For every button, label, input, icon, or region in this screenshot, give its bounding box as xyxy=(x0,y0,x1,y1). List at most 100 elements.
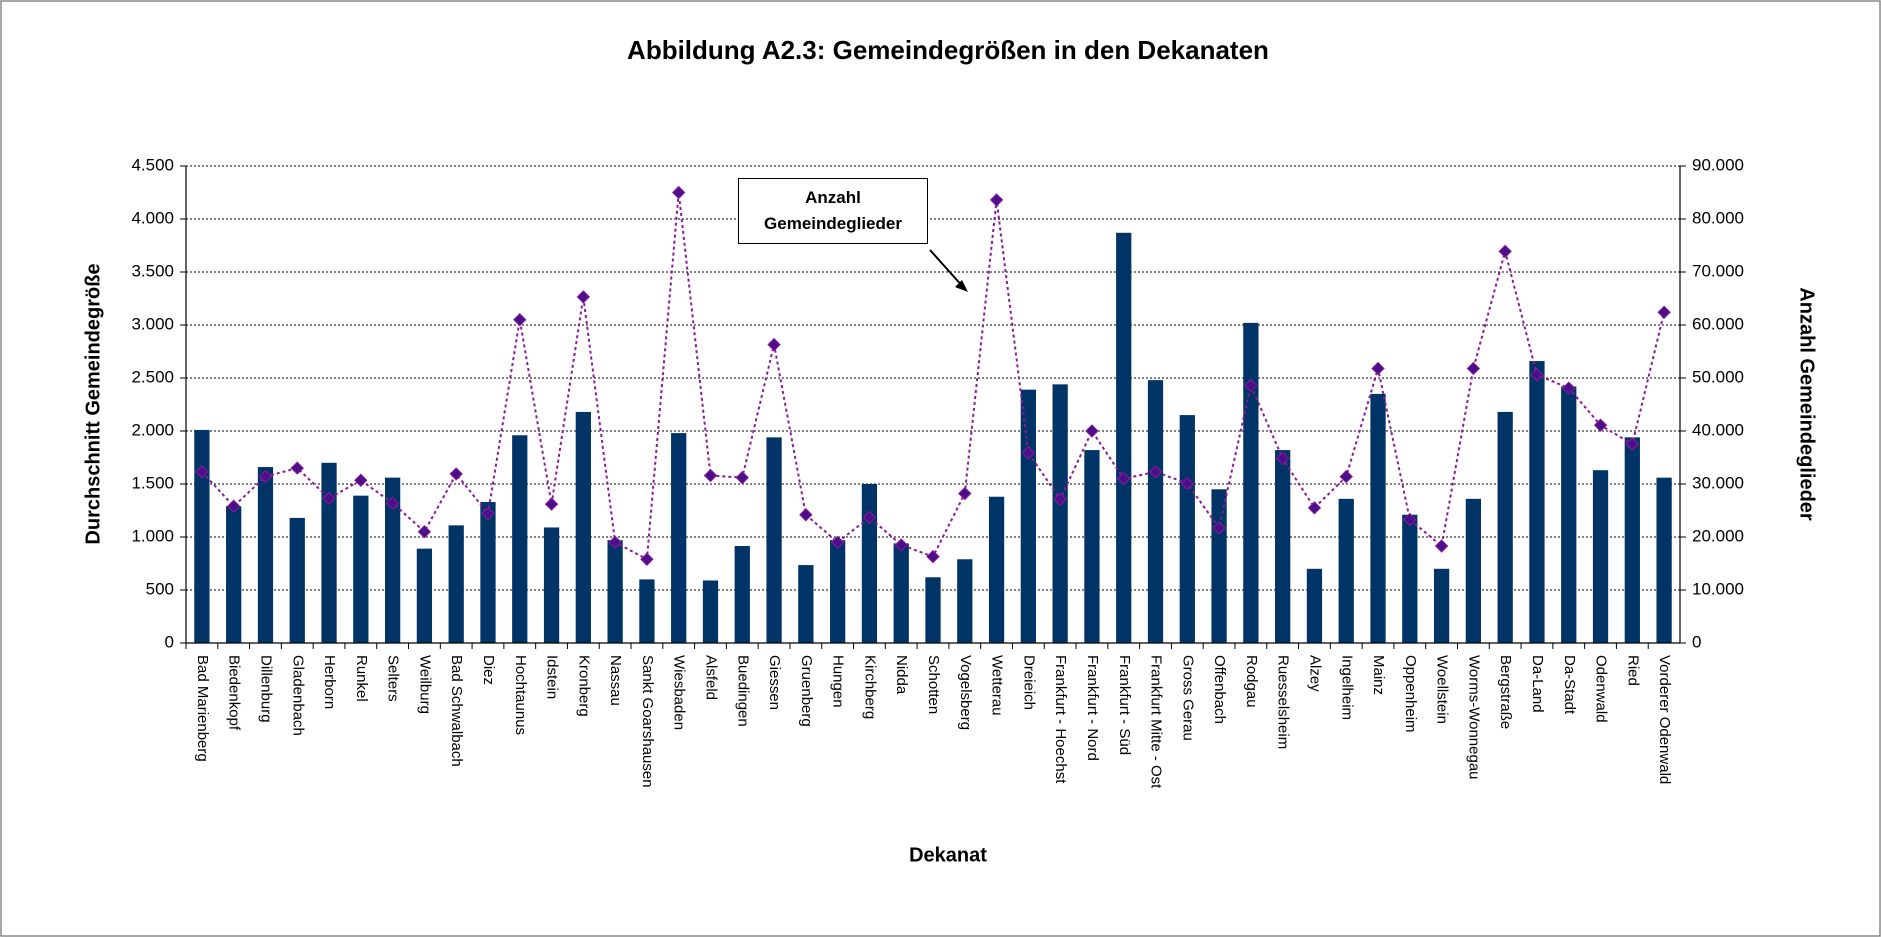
line-marker xyxy=(1244,378,1258,393)
line-marker xyxy=(1371,361,1385,376)
bar xyxy=(861,484,878,643)
x-tick-label: Gross Gerau xyxy=(1179,655,1196,741)
x-tick-label: Idstein xyxy=(544,655,561,699)
x-tick-label: Frankfurt Mitte - Ost xyxy=(1148,655,1165,789)
annotation-arrowhead xyxy=(955,280,968,292)
bar xyxy=(925,577,941,643)
bar xyxy=(1306,568,1323,643)
bar xyxy=(448,525,464,643)
x-tick-label: Da-Land xyxy=(1529,655,1546,713)
bar xyxy=(1338,498,1354,643)
x-tick-label: Herborn xyxy=(321,655,338,709)
x-tick-label: Runkel xyxy=(353,655,370,702)
bar xyxy=(1433,568,1450,643)
line-marker xyxy=(1562,381,1576,395)
y-tick-label: 4.500 xyxy=(131,155,174,174)
bar xyxy=(480,502,496,643)
bar xyxy=(702,580,719,643)
line-marker xyxy=(322,491,336,506)
line-marker xyxy=(830,535,845,550)
x-tick-label: Bergstraße xyxy=(1497,655,1514,729)
line-marker xyxy=(1498,244,1512,259)
x-tick-label: Frankfurt - Hoechst xyxy=(1052,655,1069,784)
y-tick-label: 3.000 xyxy=(131,314,174,333)
bar xyxy=(734,546,750,643)
line-marker xyxy=(671,185,686,200)
x-tick-label: Selters xyxy=(385,655,402,702)
bar xyxy=(1656,477,1672,643)
x-tick-label: Oppenheim xyxy=(1402,655,1419,733)
line-marker xyxy=(926,549,940,564)
x-tick-label: Buedingen xyxy=(734,655,751,727)
y-tick-label: 500 xyxy=(146,579,174,598)
x-tick-label: Biedenkopf xyxy=(226,655,243,731)
x-tick-label: Bad Schwalbach xyxy=(448,655,465,767)
y-tick-label: 3.500 xyxy=(131,261,174,280)
y2-tick-label: 90.000 xyxy=(1692,155,1744,174)
bar xyxy=(639,579,655,643)
x-tick-label: Hochtaunus xyxy=(512,655,529,735)
line-marker xyxy=(1593,418,1608,432)
bar xyxy=(416,548,433,643)
line-marker xyxy=(1148,465,1163,479)
y2-tick-label: 80.000 xyxy=(1692,208,1744,227)
y-tick-label: 0 xyxy=(165,632,174,651)
x-tick-label: Kronberg xyxy=(575,655,592,717)
x-tick-label: Ingelheim xyxy=(1338,655,1355,720)
y2-tick-label: 60.000 xyxy=(1692,314,1744,333)
chart-title: Abbildung A2.3: Gemeindegrößen in den De… xyxy=(627,35,1269,65)
bar xyxy=(257,467,274,643)
line-marker xyxy=(513,312,527,327)
y2-tick-label: 30.000 xyxy=(1692,473,1744,492)
bar xyxy=(1497,411,1513,643)
bar xyxy=(1592,470,1609,643)
bar xyxy=(766,437,782,643)
x-tick-label: Sankt Goarshausen xyxy=(639,655,656,788)
line-marker xyxy=(1530,368,1544,382)
y2-axis-title: Anzahl Gemeindeglieder xyxy=(1796,287,1818,521)
line-marker xyxy=(1180,476,1195,491)
line-marker xyxy=(449,467,463,481)
bar xyxy=(512,435,528,643)
x-tick-label: Kirchberg xyxy=(861,655,878,719)
line-marker xyxy=(767,337,781,352)
bar xyxy=(1561,386,1577,643)
x-tick-label: Frankfurt - Nord xyxy=(1084,655,1101,761)
x-tick-label: Wetterau xyxy=(989,655,1006,716)
y-tick-label: 4.000 xyxy=(131,208,174,227)
line-marker xyxy=(1275,451,1290,466)
x-tick-label: Frankfurt - Süd xyxy=(1116,655,1133,755)
bar xyxy=(1084,450,1100,643)
x-tick-label: Gladenbach xyxy=(289,655,306,736)
bar xyxy=(575,411,591,643)
bar xyxy=(607,540,623,643)
line-marker xyxy=(1053,492,1067,507)
x-tick-label: Hungen xyxy=(830,655,847,708)
x-tick-label: Nassau xyxy=(607,655,624,706)
x-tick-label: Vorderer Odenwald xyxy=(1656,655,1673,784)
x-tick-label: Bad Marienberg xyxy=(194,655,211,762)
x-tick-label: Dillenburg xyxy=(257,655,274,723)
x-tick-label: Offenbach xyxy=(1211,655,1228,724)
bar xyxy=(353,495,369,643)
line-marker xyxy=(576,290,591,304)
line-marker xyxy=(1021,446,1036,460)
bar xyxy=(226,506,242,643)
x-tick-label: Alsfeld xyxy=(703,655,720,700)
line-marker xyxy=(1657,305,1671,319)
line-marker xyxy=(862,510,877,525)
x-tick-label: Gruenberg xyxy=(798,655,815,727)
x-tick-label: Diez xyxy=(480,655,497,685)
x-tick-label: Rodgau xyxy=(1243,655,1260,708)
line-marker xyxy=(290,461,304,475)
bar xyxy=(830,540,846,643)
annotation: Anzahl Gemeindeglieder xyxy=(738,178,928,244)
line-marker xyxy=(226,499,241,513)
bar xyxy=(798,565,814,643)
x-tick-label: Weilburg xyxy=(416,655,433,714)
x-tick-label: Ruesselsheim xyxy=(1275,655,1292,749)
line-marker xyxy=(958,486,972,501)
bar xyxy=(289,517,305,643)
